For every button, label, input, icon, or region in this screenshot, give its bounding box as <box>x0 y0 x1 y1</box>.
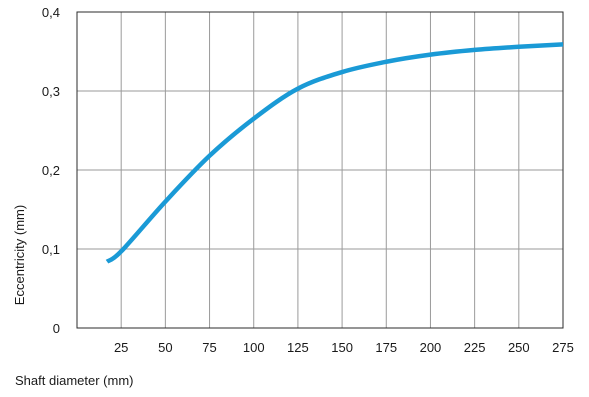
x-tick-label: 275 <box>552 340 574 355</box>
y-tick-label: 0 <box>53 321 60 336</box>
series-layer <box>105 42 564 264</box>
x-tick-label: 100 <box>243 340 265 355</box>
y-tick-label: 0,3 <box>42 84 60 99</box>
y-tick-label: 0,4 <box>42 5 60 20</box>
grid <box>77 12 563 328</box>
x-tick-label: 25 <box>114 340 128 355</box>
y-tick-labels: 0 0,1 0,2 0,3 0,4 <box>42 5 60 336</box>
x-tick-label: 150 <box>331 340 353 355</box>
plot-frame <box>76 11 564 329</box>
x-tick-label: 75 <box>202 340 216 355</box>
x-tick-label: 200 <box>420 340 442 355</box>
x-axis-title: Shaft diameter (mm) <box>15 373 133 388</box>
x-tick-label: 125 <box>287 340 309 355</box>
eccentricity-series-line <box>105 42 564 264</box>
x-tick-labels: 25 50 75 100 125 150 175 200 225 250 275 <box>114 340 574 355</box>
y-tick-label: 0,2 <box>42 163 60 178</box>
x-tick-label: 225 <box>464 340 486 355</box>
x-tick-label: 250 <box>508 340 530 355</box>
y-tick-label: 0,1 <box>42 242 60 257</box>
x-tick-label: 50 <box>158 340 172 355</box>
y-axis-title: Eccentricity (mm) <box>12 205 27 305</box>
x-tick-label: 175 <box>375 340 397 355</box>
